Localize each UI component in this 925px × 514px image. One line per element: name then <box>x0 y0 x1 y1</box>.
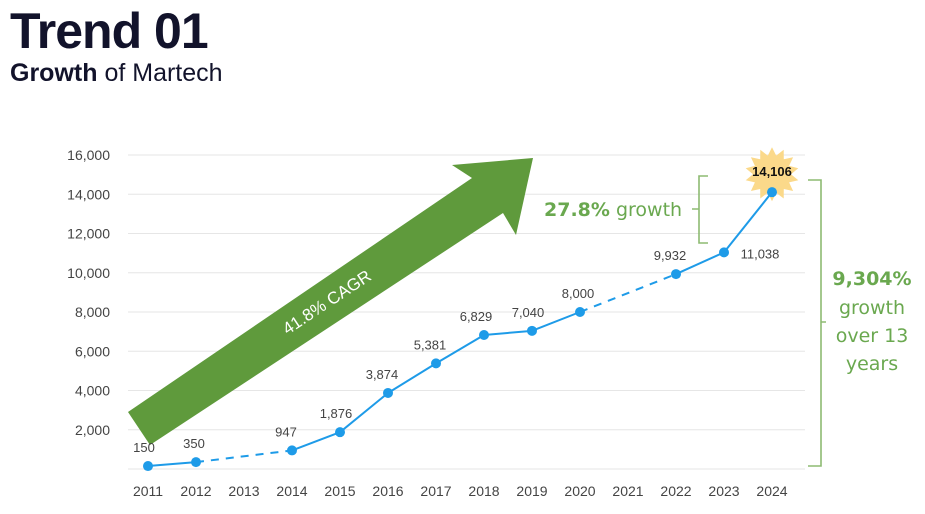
recent-growth-bracket <box>692 175 708 244</box>
x-tick-label: 2013 <box>228 483 259 499</box>
series-points <box>143 187 777 472</box>
page-subtitle: Growth of Martech <box>10 58 223 88</box>
data-label: 1,876 <box>320 406 353 421</box>
data-label: 3,874 <box>366 367 399 382</box>
data-point-2017 <box>431 358 441 369</box>
x-tick-label: 2015 <box>324 483 355 499</box>
data-point-2019 <box>527 325 537 336</box>
x-tick-label: 2014 <box>276 483 307 499</box>
total-growth-line-1: growth <box>839 297 905 319</box>
data-point-2024 <box>767 187 777 198</box>
cagr-arrow: 41.8% CAGR <box>128 158 533 445</box>
line-segment <box>147 461 197 468</box>
y-tick-label: 6,000 <box>75 343 110 359</box>
line-segment <box>675 251 725 275</box>
data-label: 947 <box>275 424 297 439</box>
data-label: 350 <box>183 436 205 451</box>
data-label: 6,829 <box>460 309 493 324</box>
peak-value-label: 14,106 <box>752 164 792 179</box>
y-tick-label: 16,000 <box>67 147 110 163</box>
data-point-2011 <box>143 461 153 472</box>
data-point-2020 <box>575 307 585 317</box>
x-tick-label: 2018 <box>468 483 499 499</box>
data-label: 11,038 <box>741 246 780 261</box>
line-segment <box>387 362 437 394</box>
subtitle-rest: of Martech <box>97 59 223 87</box>
data-point-2015 <box>335 427 345 438</box>
y-tick-label: 12,000 <box>67 226 110 242</box>
line-segment <box>435 334 485 365</box>
y-tick-label: 10,000 <box>67 265 110 281</box>
recent-growth-word: growth <box>610 199 682 221</box>
y-tick-label: 14,000 <box>67 186 110 202</box>
total-growth-line-2: over 13 <box>836 325 909 347</box>
x-tick-label: 2016 <box>372 483 403 499</box>
x-tick-label: 2012 <box>180 483 211 499</box>
x-tick-label: 2021 <box>612 483 643 499</box>
data-labels: 150 350 947 1,876 3,874 5,381 6,829 7,040 8,000 9… <box>133 164 792 455</box>
line-segment <box>531 311 581 332</box>
data-label: 150 <box>133 440 155 455</box>
x-tick-label: 2019 <box>516 483 547 499</box>
line-segment <box>483 329 533 336</box>
line-segment <box>723 191 773 254</box>
x-tick-label: 2020 <box>564 483 595 499</box>
recent-growth-annotation: 27.8% growth <box>544 175 708 244</box>
line-segment <box>291 431 341 452</box>
total-growth-bracket <box>808 179 826 467</box>
x-tick-label: 2017 <box>420 483 451 499</box>
data-label: 8,000 <box>562 286 595 301</box>
highlight-starburst <box>745 147 799 202</box>
cagr-arrow-shape <box>128 158 533 445</box>
data-label: 5,381 <box>414 337 447 352</box>
data-point-2012 <box>191 457 201 468</box>
total-growth-annotation: 9,304% growth over 13 years <box>808 179 912 467</box>
line-segment <box>339 392 389 433</box>
y-axis-ticks: 2,000 4,000 6,000 8,000 10,000 12,000 14,000 16… <box>67 147 110 438</box>
starburst-shape <box>745 147 799 202</box>
data-label: 9,932 <box>654 248 687 263</box>
subtitle-bold: Growth <box>10 59 98 87</box>
x-axis-ticks: 2011 2012 2013 2014 2015 2016 2017 2018 2019 2020… <box>133 483 788 499</box>
series-line <box>147 191 773 468</box>
data-point-2014 <box>287 445 297 456</box>
line-segment-dashed <box>579 273 677 313</box>
x-tick-label: 2024 <box>756 483 787 499</box>
x-tick-label: 2023 <box>708 483 739 499</box>
x-tick-label: 2011 <box>133 483 163 499</box>
data-point-2022 <box>671 269 681 280</box>
data-point-2016 <box>383 387 393 398</box>
y-tick-label: 2,000 <box>75 422 110 438</box>
y-tick-label: 8,000 <box>75 304 110 320</box>
data-point-2023 <box>719 247 729 258</box>
data-label: 7,040 <box>512 305 545 320</box>
line-segment-dashed <box>195 449 293 464</box>
page-title: Trend 01 <box>10 3 209 59</box>
recent-growth-label: 27.8% growth <box>544 199 682 221</box>
x-tick-label: 2022 <box>660 483 691 499</box>
total-growth-line-3: years <box>846 353 898 375</box>
recent-growth-value: 27.8% <box>544 199 610 221</box>
y-tick-label: 4,000 <box>75 383 110 399</box>
total-growth-value: 9,304% <box>832 268 911 290</box>
data-point-2018 <box>479 329 489 340</box>
